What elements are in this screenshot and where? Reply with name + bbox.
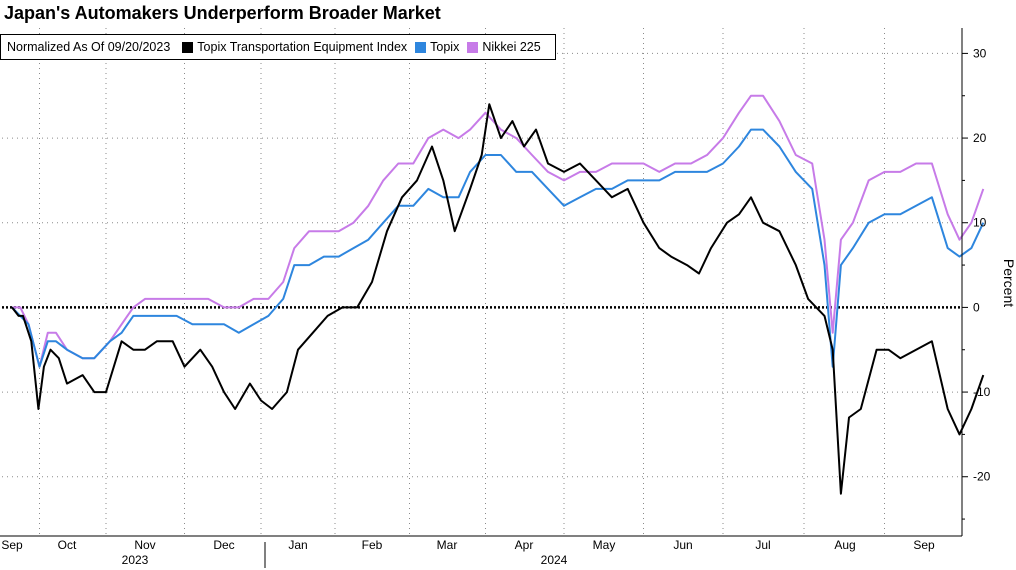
- x-tick-label: Jan: [288, 538, 307, 552]
- x-tick-label: Jun: [673, 538, 692, 552]
- axes: 30 20 10 0 -10 -20 Sep Oct Nov Dec Jan Feb Mar Apr May…: [0, 28, 991, 568]
- y-tick-label: 30: [973, 46, 987, 60]
- series-line-1: [11, 128, 985, 368]
- x-tick-label: Nov: [134, 538, 155, 552]
- legend-label-transport: Topix Transportation Equipment Index: [197, 40, 408, 54]
- x-tick-label: Aug: [834, 538, 855, 552]
- x-tick-label: Oct: [58, 538, 77, 552]
- legend-label-topix: Topix: [430, 40, 460, 54]
- x-tick-label: Apr: [515, 538, 534, 552]
- legend-entry-nikkei: Nikkei 225: [467, 40, 541, 54]
- legend-entry-transport: Topix Transportation Equipment Index: [182, 40, 407, 54]
- x-tick-label: Sep: [1, 538, 23, 552]
- legend-entry-topix: Topix: [415, 40, 459, 54]
- x-tick-label: May: [593, 538, 616, 552]
- year-label: 2023: [122, 553, 149, 567]
- series-lines: [11, 94, 985, 495]
- x-tick-label: Jul: [755, 538, 770, 552]
- x-tick-label: Sep: [913, 538, 935, 552]
- legend-swatch-nikkei: [467, 41, 479, 53]
- series-line-2: [12, 94, 985, 368]
- x-tick-label: Dec: [213, 538, 234, 552]
- y-tick-label: -10: [973, 385, 991, 399]
- legend-swatch-transport: [182, 41, 194, 53]
- y-axis-label: Percent: [1001, 259, 1016, 307]
- y-tick-label: 10: [973, 216, 987, 230]
- year-label: 2024: [541, 553, 568, 567]
- y-tick-label: 0: [973, 300, 980, 314]
- x-tick-label: Feb: [362, 538, 383, 552]
- legend-normalization-note: Normalized As Of 09/20/2023: [7, 40, 171, 54]
- legend-swatch-topix: [415, 41, 427, 53]
- x-tick-label: Mar: [437, 538, 458, 552]
- grid-lines: [2, 28, 962, 536]
- series-line-0: [11, 103, 985, 495]
- legend: Normalized As Of 09/20/2023 Topix Transp…: [0, 34, 556, 60]
- legend-label-nikkei: Nikkei 225: [482, 40, 541, 54]
- chart-title: Japan's Automakers Underperform Broader …: [4, 3, 441, 23]
- y-tick-label: 20: [973, 131, 987, 145]
- y-tick-label: -20: [973, 470, 991, 484]
